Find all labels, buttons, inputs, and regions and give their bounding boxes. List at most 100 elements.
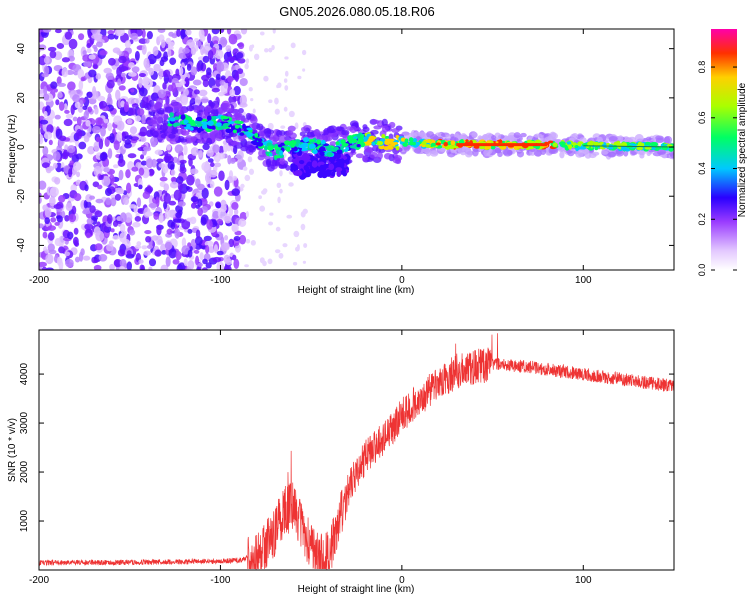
noise-blob [211, 87, 220, 93]
halo-blob [311, 160, 318, 168]
noise-blob [183, 88, 189, 97]
noise-blob [94, 106, 99, 115]
noise-blob [45, 253, 54, 265]
halo-blob [264, 128, 272, 134]
noise-blob [97, 184, 103, 190]
ridge-blob [254, 132, 259, 138]
noise-blob [178, 52, 188, 60]
halo-blob [215, 135, 223, 142]
ridge-blob [661, 145, 668, 151]
noise-blob [176, 176, 184, 185]
ridge-blob [190, 120, 196, 127]
noise-blob [301, 49, 307, 56]
noise-blob [153, 212, 159, 220]
noise-blob [190, 46, 197, 56]
noise-blob [50, 81, 58, 89]
ridge-blob [558, 141, 566, 146]
noise-blob [76, 128, 83, 140]
halo-blob [196, 139, 206, 144]
ridge-blob [183, 119, 189, 125]
noise-blob [240, 183, 245, 189]
noise-blob [242, 166, 248, 171]
noise-blob [56, 215, 63, 223]
spectrogram-x-axis-label: Height of straight line (km) [298, 285, 415, 296]
noise-blob [58, 246, 65, 254]
halo-blob [370, 129, 379, 135]
noise-blob [134, 50, 140, 61]
noise-blob [99, 152, 107, 162]
noise-blob [206, 219, 213, 230]
noise-blob [118, 55, 127, 64]
noise-blob [76, 116, 82, 126]
noise-blob [65, 258, 74, 268]
noise-blob [274, 249, 281, 254]
noise-blob [236, 52, 244, 59]
ridge-blob [169, 112, 175, 118]
noise-blob [296, 244, 300, 252]
noise-blob [158, 212, 164, 221]
halo-blob [503, 149, 512, 157]
noise-blob [136, 197, 142, 208]
noise-blob [274, 108, 280, 115]
noise-blob [169, 181, 179, 189]
noise-blob [181, 219, 191, 230]
ridge-blob [326, 146, 333, 152]
ridge-blob [377, 140, 384, 146]
ridge-blob [383, 146, 390, 151]
halo-blob [157, 109, 165, 115]
ridge-blob [312, 149, 318, 155]
noise-blob [286, 214, 293, 219]
colorbar-tick-label: 0.4 [697, 162, 707, 175]
ridge-blob [594, 146, 599, 151]
halo-blob [366, 147, 374, 153]
noise-blob [72, 94, 80, 103]
ridge-blob [402, 142, 408, 147]
halo-blob [196, 105, 204, 111]
noise-blob [191, 202, 197, 209]
noise-blob [87, 146, 95, 155]
noise-blob [128, 62, 135, 69]
ridge-blob [412, 141, 416, 146]
halo-blob [329, 141, 337, 146]
y-tick-label: 1000 [19, 509, 30, 532]
spectrogram-y-axis-label: Frequency (Hz) [7, 115, 18, 184]
noise-blob [127, 153, 137, 159]
noise-blob [154, 149, 164, 155]
noise-blob [91, 126, 101, 134]
noise-blob [68, 213, 77, 223]
snr-x-ticks: -200 -100 0 100 [29, 330, 592, 586]
noise-blob [187, 259, 195, 270]
halo-blob [299, 131, 306, 137]
noise-blob [196, 62, 201, 73]
noise-blob [284, 56, 289, 60]
ridge-blob [381, 134, 386, 139]
noise-blob [224, 215, 232, 224]
noise-blob [118, 169, 124, 181]
ridge-blob [425, 144, 431, 148]
noise-blob [106, 214, 113, 224]
noise-blob [130, 88, 135, 93]
noise-blob [277, 196, 281, 204]
noise-blob [114, 193, 122, 201]
halo-blob [446, 148, 452, 155]
noise-blob [142, 76, 151, 86]
noise-blob [248, 87, 253, 92]
ridge-blob [222, 116, 229, 120]
noise-blob [202, 143, 210, 151]
noise-blob [43, 131, 53, 140]
ridge-blob [636, 146, 644, 151]
noise-blob [143, 146, 152, 152]
halo-blob [362, 126, 370, 133]
noise-blob [123, 101, 129, 113]
page-title: GN05.2026.080.05.18.R06 [279, 4, 434, 19]
ridge-blob [316, 139, 321, 145]
noise-blob [184, 76, 190, 88]
spectrogram-x-ticks: -200 -100 0 100 [29, 29, 592, 286]
noise-blob [145, 158, 154, 169]
ridge-blob [340, 145, 345, 149]
noise-blob [276, 182, 282, 188]
noise-blob [44, 249, 50, 254]
noise-blob [48, 139, 53, 146]
noise-blob [280, 125, 286, 129]
ridge-blob [640, 142, 645, 147]
